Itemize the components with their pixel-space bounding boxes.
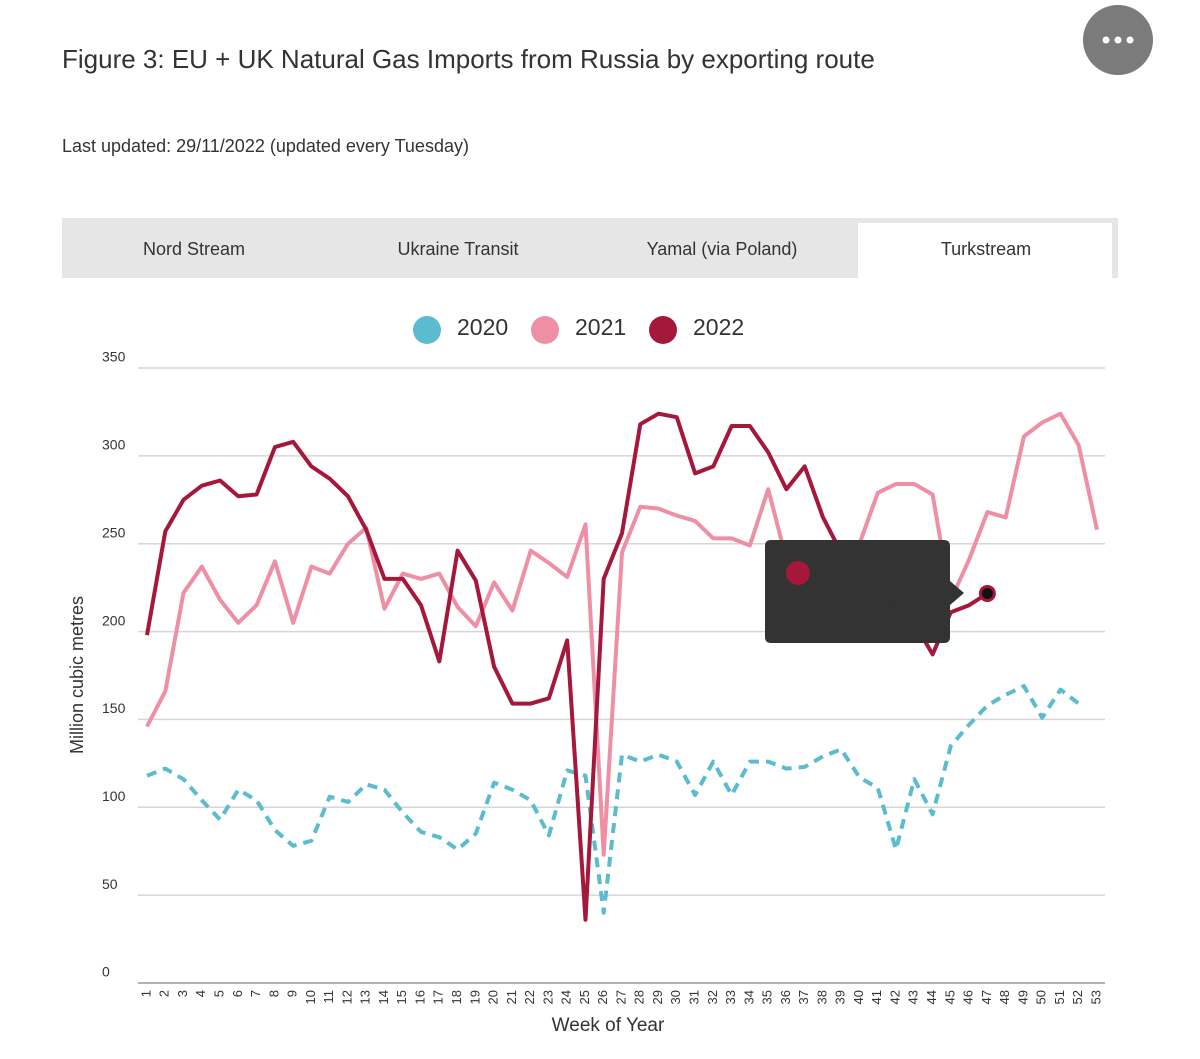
x-tick-label: 2 <box>157 990 172 997</box>
x-tick-label: 49 <box>1015 990 1030 1004</box>
x-tick-label: 19 <box>467 990 482 1004</box>
x-tick-label: 34 <box>741 990 756 1004</box>
y-tick-label: 200 <box>102 612 126 628</box>
hover-point <box>978 584 996 602</box>
tab-label[interactable]: Ukraine Transit <box>397 239 518 259</box>
x-axis-label: Week of Year <box>552 1015 665 1036</box>
chart-title: Figure 3: EU + UK Natural Gas Imports fr… <box>62 44 875 74</box>
series-line <box>145 411 989 922</box>
x-tick-label: 23 <box>540 990 555 1004</box>
x-tick-label: 21 <box>504 990 519 1004</box>
x-tick-label: 31 <box>687 990 702 1004</box>
x-tick-label: 6 <box>230 990 245 997</box>
x-tick-label: 48 <box>997 990 1012 1004</box>
x-tick-label: 35 <box>760 990 775 1004</box>
more-dot <box>1102 36 1110 44</box>
series-line <box>145 411 1099 857</box>
legend-marker[interactable] <box>413 316 441 344</box>
y-tick-label: 100 <box>102 788 126 804</box>
x-tick-label: 43 <box>906 990 921 1004</box>
x-tick-label: 16 <box>412 990 427 1004</box>
x-tick-label: 26 <box>595 990 610 1004</box>
tab-active[interactable] <box>858 223 1112 278</box>
legend-label[interactable]: 2020 <box>457 314 508 340</box>
tooltip-value: 47: 221.7 <box>828 595 916 618</box>
x-tick-label: 44 <box>924 990 939 1004</box>
tooltip-marker <box>786 561 810 585</box>
x-tick-label: 20 <box>486 990 501 1004</box>
x-tick-label: 18 <box>449 990 464 1004</box>
x-tick-label: 41 <box>869 990 884 1004</box>
x-tick-label: 47 <box>979 990 994 1004</box>
more-dot <box>1126 36 1134 44</box>
y-tick-label: 350 <box>102 349 126 365</box>
tooltip-series: 2022 <box>828 557 881 584</box>
x-tick-label: 10 <box>303 990 318 1004</box>
tooltip-box <box>765 540 964 643</box>
x-tick-label: 30 <box>668 990 683 1004</box>
x-tick-label: 52 <box>1070 990 1085 1004</box>
y-tick-label: 50 <box>102 876 118 892</box>
x-tick-label: 46 <box>961 990 976 1004</box>
x-tick-label: 5 <box>212 990 227 997</box>
x-tick-label: 4 <box>193 990 208 997</box>
x-tick-label: 24 <box>559 990 574 1004</box>
x-tick-label: 27 <box>613 990 628 1004</box>
x-tick-label: 1 <box>138 990 153 997</box>
x-tick-label: 22 <box>522 990 537 1004</box>
x-tick-label: 50 <box>1034 990 1049 1004</box>
x-tick-label: 15 <box>394 990 409 1004</box>
x-tick-label: 12 <box>339 990 354 1004</box>
x-tick-label: 8 <box>266 990 281 997</box>
x-tick-label: 36 <box>778 990 793 1004</box>
subtitle: Last updated: 29/11/2022 (updated every … <box>62 136 469 156</box>
y-tick-label: 0 <box>102 964 110 980</box>
legend-marker[interactable] <box>649 316 677 344</box>
series-line <box>146 684 1080 915</box>
y-tick-label: 150 <box>102 700 126 716</box>
y-tick-label: 250 <box>102 524 126 540</box>
x-tick-label: 33 <box>723 990 738 1004</box>
y-tick-label: 300 <box>102 437 126 453</box>
x-tick-label: 17 <box>431 990 446 1004</box>
x-tick-label: 53 <box>1088 990 1103 1004</box>
tab-label[interactable]: Nord Stream <box>143 239 245 259</box>
x-tick-label: 3 <box>175 990 190 997</box>
legend-marker[interactable] <box>531 316 559 344</box>
x-tick-label: 42 <box>887 990 902 1004</box>
y-axis-label: Million cubic metres <box>67 596 87 754</box>
tab-label[interactable]: Yamal (via Poland) <box>647 239 798 259</box>
x-tick-label: 25 <box>577 990 592 1004</box>
x-tick-label: 29 <box>650 990 665 1004</box>
legend-label[interactable]: 2021 <box>575 314 626 340</box>
x-tick-label: 7 <box>248 990 263 997</box>
x-tick-label: 11 <box>321 990 336 1004</box>
x-tick-label: 32 <box>705 990 720 1004</box>
x-tick-label: 40 <box>851 990 866 1004</box>
x-tick-label: 51 <box>1052 990 1067 1004</box>
x-tick-label: 38 <box>814 990 829 1004</box>
x-tick-label: 13 <box>358 990 373 1004</box>
tab-label[interactable]: Turkstream <box>941 239 1031 259</box>
more-dot <box>1114 36 1122 44</box>
x-tick-label: 39 <box>833 990 848 1004</box>
x-tick-label: 14 <box>376 990 391 1004</box>
legend-label[interactable]: 2022 <box>693 314 744 340</box>
x-tick-label: 9 <box>285 990 300 997</box>
x-tick-label: 45 <box>942 990 957 1004</box>
x-tick-label: 28 <box>632 990 647 1004</box>
x-tick-label: 37 <box>796 990 811 1004</box>
